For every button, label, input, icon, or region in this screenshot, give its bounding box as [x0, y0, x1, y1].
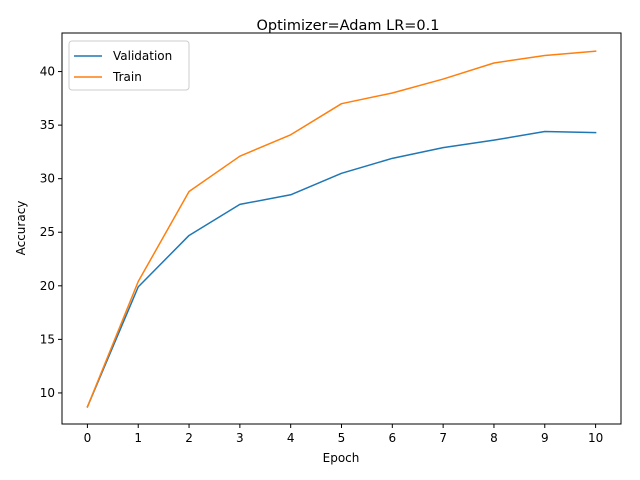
chart-title: Optimizer=Adam LR=0.1	[257, 18, 440, 34]
y-tick-label: 15	[40, 332, 55, 346]
x-tick-label: 1	[134, 431, 142, 445]
x-tick-label: 0	[84, 431, 92, 445]
y-tick-label: 20	[40, 279, 55, 293]
y-tick-label: 25	[40, 225, 55, 239]
y-axis-label: Accuracy	[14, 201, 28, 256]
x-tick-label: 7	[439, 431, 447, 445]
legend: Validation Train	[68, 40, 190, 91]
x-tick-label: 5	[338, 431, 346, 445]
axis-ticks: 0 1 2 3 4 5 6 7 8 9 10 10 15 20 25 30 35 40	[40, 65, 604, 445]
legend-label-train: Train	[112, 70, 142, 84]
x-tick-label: 9	[541, 431, 549, 445]
x-tick-label: 2	[185, 431, 193, 445]
series-line-train	[86, 50, 597, 408]
x-tick-label: 6	[388, 431, 396, 445]
series-line-validation	[86, 130, 597, 408]
x-axis-label: Epoch	[323, 451, 360, 465]
y-tick-label: 40	[40, 65, 55, 79]
y-tick-label: 30	[40, 172, 55, 186]
y-tick-label: 10	[40, 386, 55, 400]
y-tick-label: 35	[40, 118, 55, 132]
x-tick-label: 10	[588, 431, 603, 445]
legend-label-validation: Validation	[113, 49, 172, 63]
x-tick-label: 3	[236, 431, 244, 445]
series-lines	[86, 50, 597, 408]
plot-area-frame	[61, 32, 622, 425]
x-tick-label: 8	[490, 431, 498, 445]
x-tick-label: 4	[287, 431, 295, 445]
